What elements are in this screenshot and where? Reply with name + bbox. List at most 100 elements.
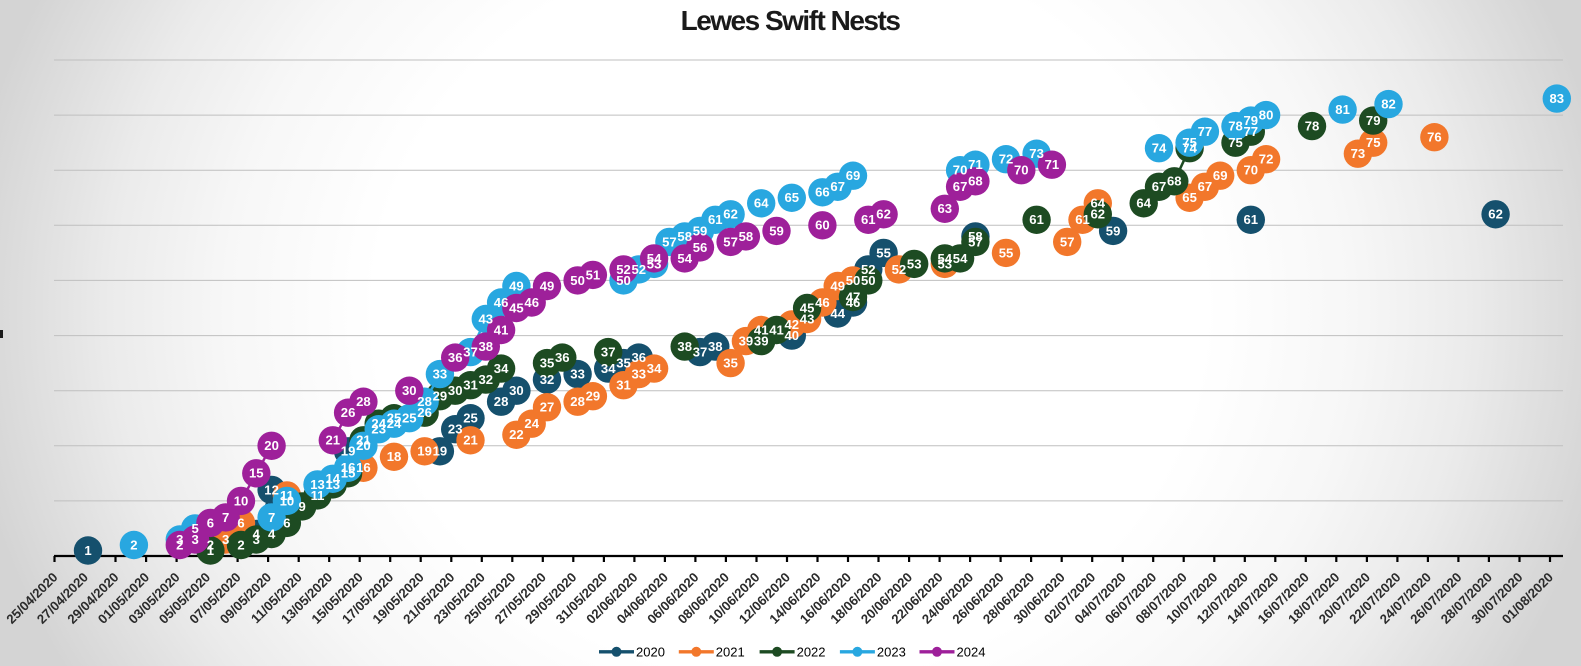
svg-text:6: 6 bbox=[237, 515, 244, 530]
svg-text:39: 39 bbox=[754, 334, 769, 349]
svg-text:72: 72 bbox=[999, 152, 1014, 167]
svg-text:31: 31 bbox=[616, 378, 631, 393]
svg-text:71: 71 bbox=[1045, 157, 1060, 172]
svg-text:20: 20 bbox=[264, 438, 279, 453]
svg-text:10: 10 bbox=[234, 493, 249, 508]
svg-text:3: 3 bbox=[191, 532, 198, 547]
svg-text:67: 67 bbox=[953, 179, 968, 194]
svg-text:49: 49 bbox=[830, 278, 845, 293]
svg-text:75: 75 bbox=[1366, 135, 1381, 150]
svg-text:Lewes Swift Nests: Lewes Swift Nests bbox=[681, 5, 901, 36]
svg-text:12: 12 bbox=[264, 482, 279, 497]
svg-text:35: 35 bbox=[616, 356, 631, 371]
svg-text:77: 77 bbox=[1198, 124, 1213, 139]
svg-text:72: 72 bbox=[1259, 152, 1274, 167]
svg-text:37: 37 bbox=[693, 345, 708, 360]
svg-text:54: 54 bbox=[647, 251, 662, 266]
svg-text:59: 59 bbox=[1106, 223, 1121, 238]
svg-text:71: 71 bbox=[968, 157, 983, 172]
svg-text:73: 73 bbox=[1029, 146, 1044, 161]
svg-text:52: 52 bbox=[616, 262, 631, 277]
svg-text:11: 11 bbox=[311, 488, 325, 503]
svg-text:46: 46 bbox=[846, 295, 861, 310]
svg-text:49: 49 bbox=[509, 278, 524, 293]
svg-text:50: 50 bbox=[861, 273, 876, 288]
svg-text:78: 78 bbox=[1228, 119, 1243, 134]
svg-text:59: 59 bbox=[693, 223, 708, 238]
svg-text:45: 45 bbox=[509, 300, 524, 315]
svg-text:67: 67 bbox=[1152, 179, 1167, 194]
svg-text:57: 57 bbox=[662, 234, 677, 249]
svg-text:3: 3 bbox=[176, 532, 183, 547]
svg-text:58: 58 bbox=[968, 229, 983, 244]
svg-text:36: 36 bbox=[555, 350, 570, 365]
svg-text:21: 21 bbox=[463, 433, 478, 448]
svg-text:26: 26 bbox=[417, 405, 432, 420]
svg-text:37: 37 bbox=[463, 345, 478, 360]
svg-text:32: 32 bbox=[540, 372, 555, 387]
svg-text:36: 36 bbox=[632, 350, 647, 365]
svg-text:79: 79 bbox=[1244, 113, 1259, 128]
svg-text:46: 46 bbox=[524, 295, 539, 310]
svg-text:65: 65 bbox=[785, 190, 800, 205]
svg-text:24: 24 bbox=[524, 416, 539, 431]
svg-text:64: 64 bbox=[1136, 196, 1151, 211]
svg-text:11: 11 bbox=[280, 488, 294, 503]
svg-text:65: 65 bbox=[1182, 190, 1197, 205]
svg-text:2: 2 bbox=[207, 537, 214, 552]
svg-text:41: 41 bbox=[494, 322, 509, 337]
svg-text:62: 62 bbox=[1091, 207, 1106, 222]
svg-text:33: 33 bbox=[632, 367, 647, 382]
svg-text:9: 9 bbox=[299, 499, 306, 514]
svg-text:30: 30 bbox=[509, 383, 524, 398]
svg-text:2024: 2024 bbox=[957, 645, 986, 660]
svg-text:38: 38 bbox=[479, 339, 494, 354]
svg-text:28: 28 bbox=[356, 394, 371, 409]
svg-text:74: 74 bbox=[1152, 141, 1167, 156]
svg-text:5: 5 bbox=[191, 521, 198, 536]
svg-text:36: 36 bbox=[448, 350, 463, 365]
svg-text:33: 33 bbox=[433, 367, 448, 382]
svg-text:4: 4 bbox=[253, 526, 261, 541]
svg-text:73: 73 bbox=[1351, 146, 1366, 161]
svg-text:2: 2 bbox=[130, 537, 137, 552]
svg-text:57: 57 bbox=[968, 234, 983, 249]
svg-text:83: 83 bbox=[1550, 91, 1565, 106]
svg-text:70: 70 bbox=[953, 163, 968, 178]
svg-text:50: 50 bbox=[846, 273, 861, 288]
svg-text:55: 55 bbox=[999, 245, 1014, 260]
svg-text:21: 21 bbox=[356, 433, 371, 448]
svg-text:34: 34 bbox=[647, 361, 662, 376]
svg-text:15: 15 bbox=[341, 466, 356, 481]
svg-text:1: 1 bbox=[207, 543, 214, 558]
svg-text:15: 15 bbox=[249, 466, 264, 481]
svg-text:61: 61 bbox=[1029, 212, 1044, 227]
svg-text:28: 28 bbox=[494, 394, 509, 409]
svg-text:53: 53 bbox=[938, 256, 953, 271]
svg-text:61: 61 bbox=[1075, 212, 1090, 227]
svg-text:13: 13 bbox=[310, 477, 325, 492]
svg-text:26: 26 bbox=[341, 405, 356, 420]
svg-text:22: 22 bbox=[509, 427, 524, 442]
svg-text:68: 68 bbox=[968, 174, 983, 189]
svg-text:2: 2 bbox=[237, 537, 244, 552]
svg-text:63: 63 bbox=[938, 201, 953, 216]
svg-text:4: 4 bbox=[268, 526, 276, 541]
svg-text:70: 70 bbox=[1014, 163, 1029, 178]
svg-text:69: 69 bbox=[846, 168, 861, 183]
svg-text:21: 21 bbox=[326, 433, 341, 448]
svg-text:55: 55 bbox=[876, 245, 891, 260]
svg-text:69: 69 bbox=[1213, 168, 1228, 183]
svg-text:2020: 2020 bbox=[636, 645, 665, 660]
svg-text:54: 54 bbox=[677, 251, 692, 266]
svg-text:24: 24 bbox=[387, 416, 402, 431]
svg-text:47: 47 bbox=[846, 289, 861, 304]
svg-text:45: 45 bbox=[800, 300, 815, 315]
svg-text:79: 79 bbox=[1366, 113, 1381, 128]
svg-text:80: 80 bbox=[1259, 108, 1274, 123]
svg-text:76: 76 bbox=[1427, 130, 1442, 145]
svg-text:41: 41 bbox=[769, 322, 784, 337]
svg-text:20: 20 bbox=[356, 438, 371, 453]
svg-text:23: 23 bbox=[448, 422, 463, 437]
svg-text:32: 32 bbox=[479, 372, 494, 387]
